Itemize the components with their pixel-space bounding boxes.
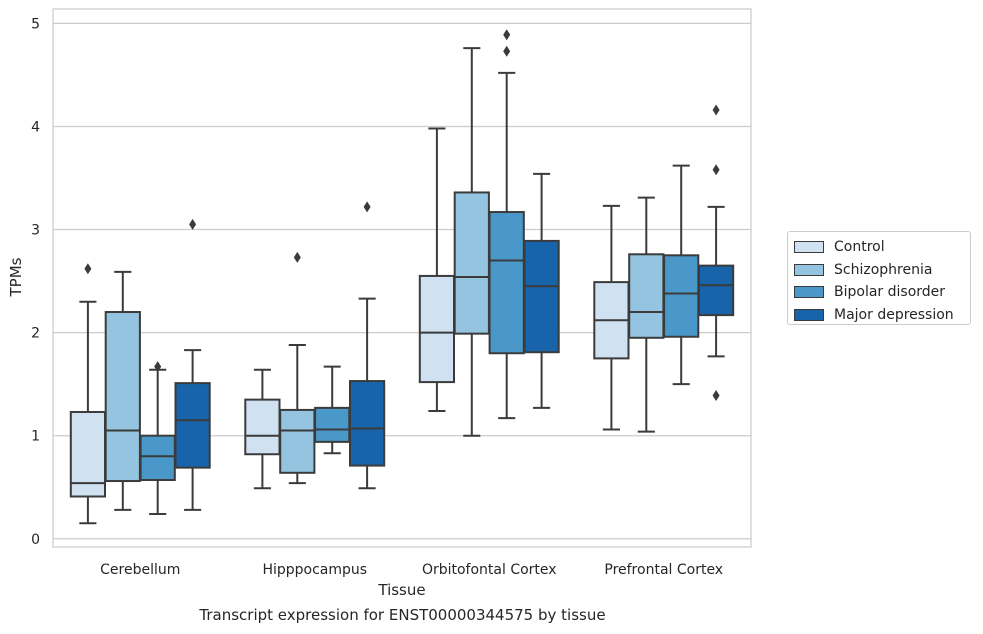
y-tick-label: 4 <box>31 119 40 135</box>
box <box>139 361 176 516</box>
outlier-marker <box>503 29 511 41</box>
y-tick-labels: 0 1 2 3 4 5 <box>31 16 40 547</box>
box-body <box>488 211 525 355</box>
box-body <box>174 382 211 469</box>
box <box>348 201 386 490</box>
box-body <box>628 253 665 339</box>
series-schizophrenia <box>104 47 665 511</box>
legend: Control Schizophrenia Bipolar disorder Majo… <box>787 231 971 325</box>
x-tick-label: Orbitofontal Cortex <box>422 562 557 578</box>
plot-frame <box>52 8 752 548</box>
box-body <box>104 311 141 483</box>
legend-swatch <box>794 308 824 321</box>
box <box>244 368 281 490</box>
outlier-marker <box>154 361 162 373</box>
y-tick-label: 0 <box>31 532 40 548</box>
box <box>593 204 630 431</box>
y-tick-label: 3 <box>31 223 40 239</box>
box-body <box>523 239 560 354</box>
box <box>697 104 735 401</box>
legend-item: Control <box>794 236 964 259</box>
box-body <box>279 408 316 474</box>
box-body <box>697 264 735 317</box>
x-tick-label: Cerebellum <box>100 562 180 578</box>
box <box>279 251 316 485</box>
box <box>314 365 351 455</box>
box <box>523 172 560 409</box>
box-body <box>314 406 351 443</box>
legend-item: Bipolar disorder <box>794 281 964 304</box>
outlier-marker <box>712 104 720 116</box>
legend-label: Schizophrenia <box>834 261 933 278</box>
box <box>69 263 107 525</box>
outlier-marker <box>712 389 720 401</box>
x-tick-labels: Cerebellum Hipppocampus Orbitofontal Corte… <box>100 562 723 578</box>
series-bipolar-disorder <box>139 29 700 516</box>
box <box>663 164 700 386</box>
legend-label: Major depression <box>834 306 954 323</box>
box-body <box>139 434 176 482</box>
outlier-marker <box>293 251 301 263</box>
y-axis-label: TPMs <box>7 257 25 297</box>
x-axis-label: Tissue <box>377 581 425 599</box>
box-body <box>418 274 456 384</box>
legend-label: Bipolar disorder <box>834 284 946 301</box>
y-tick-label: 2 <box>31 326 40 342</box>
x-tick-label: Prefrontal Cortex <box>604 562 723 578</box>
box-body <box>663 254 700 338</box>
outlier-marker <box>84 263 92 275</box>
series-major-depression <box>174 104 735 511</box>
legend-swatch <box>794 263 824 276</box>
outlier-marker <box>189 218 197 230</box>
legend-swatch <box>794 286 824 299</box>
series-control <box>69 127 630 525</box>
box <box>104 270 141 511</box>
box-series <box>69 29 735 525</box>
legend-swatch <box>794 241 824 254</box>
box <box>453 47 490 437</box>
legend-item: Major depression <box>794 304 964 327</box>
x-tick-label: Hipppocampus <box>262 562 367 578</box>
outlier-marker <box>712 164 720 176</box>
y-tick-label: 1 <box>31 429 40 445</box>
outlier-marker <box>363 201 371 213</box>
legend-item: Schizophrenia <box>794 259 964 282</box>
outlier-marker <box>503 45 511 57</box>
box <box>418 127 456 412</box>
y-tick-label: 5 <box>31 16 40 32</box>
box <box>174 218 211 511</box>
legend-label: Control <box>834 239 885 256</box>
box-body <box>244 398 281 456</box>
box <box>488 29 525 420</box>
box-body <box>348 380 386 467</box>
box-body <box>453 191 490 335</box>
box <box>628 196 665 433</box>
chart-caption: Transcript expression for ENST0000034457… <box>199 606 606 624</box>
